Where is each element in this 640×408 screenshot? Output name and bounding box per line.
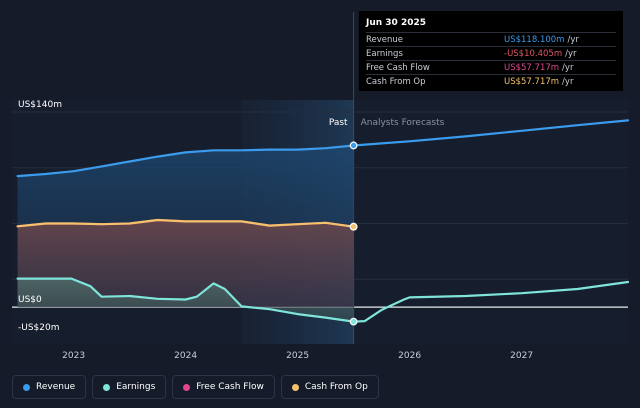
earnings-line xyxy=(16,277,630,323)
x-tick-label: 2026 xyxy=(398,351,421,361)
legend-label: Revenue xyxy=(36,382,76,392)
tooltip: Jun 30 2025 Revenue US$118.100m /yr Earn… xyxy=(359,11,623,91)
tooltip-unit: /yr xyxy=(562,76,574,87)
legend-label: Free Cash Flow xyxy=(196,382,264,392)
x-tick-label: 2027 xyxy=(510,351,533,361)
tooltip-value: US$57.717m xyxy=(504,62,560,73)
legend-label: Earnings xyxy=(116,382,156,392)
tooltip-unit: /yr xyxy=(562,62,574,73)
tooltip-row-cash-from-op: Cash From Op US$57.717m /yr xyxy=(366,74,616,88)
tooltip-label: Free Cash Flow xyxy=(366,62,430,73)
legend-item-cash-from-op[interactable]: Cash From Op xyxy=(280,375,379,399)
tooltip-row-free-cash-flow: Free Cash Flow US$57.717m /yr xyxy=(366,60,616,74)
tooltip-label: Cash From Op xyxy=(366,76,426,87)
cash-from-op-area xyxy=(17,220,354,308)
tooltip-unit: /yr xyxy=(567,34,579,45)
free-cash-flow-dot-icon xyxy=(183,383,191,391)
forecast-label: Analysts Forecasts xyxy=(361,118,445,128)
earnings-marker xyxy=(349,317,358,326)
cash-from-op-marker xyxy=(349,222,358,231)
legend-item-revenue[interactable]: Revenue xyxy=(12,375,87,399)
tooltip-unit: /yr xyxy=(565,48,577,59)
tooltip-value: US$118.100m xyxy=(504,34,565,45)
y-tick-label: -US$20m xyxy=(18,323,60,333)
tooltip-label: Earnings xyxy=(366,48,403,59)
legend-item-earnings[interactable]: Earnings xyxy=(92,375,167,399)
x-tick-label: 2024 xyxy=(174,351,197,361)
cash-from-op-dot-icon xyxy=(291,383,299,391)
legend-item-free-cash-flow[interactable]: Free Cash Flow xyxy=(172,375,275,399)
x-tick-label: 2023 xyxy=(62,351,85,361)
x-tick-label: 2025 xyxy=(286,351,309,361)
tooltip-value: -US$10.405m xyxy=(504,48,563,59)
y-tick-label: US$140m xyxy=(18,100,62,110)
legend: Revenue Earnings Free Cash Flow Cash Fro… xyxy=(12,375,379,399)
tooltip-row-revenue: Revenue US$118.100m /yr xyxy=(366,32,616,46)
cash-from-op-line xyxy=(16,218,355,228)
y-tick-label: US$0 xyxy=(18,295,42,305)
revenue-line xyxy=(16,119,630,178)
earnings-dot-icon xyxy=(103,383,111,391)
tooltip-row-earnings: Earnings -US$10.405m /yr xyxy=(366,46,616,60)
revenue-marker xyxy=(349,141,358,150)
revenue-dot-icon xyxy=(23,383,30,391)
tooltip-date: Jun 30 2025 xyxy=(366,18,427,28)
tooltip-value: US$57.717m xyxy=(504,76,560,87)
legend-label: Cash From Op xyxy=(304,382,368,392)
tooltip-label: Revenue xyxy=(366,34,404,45)
past-label: Past xyxy=(329,118,348,128)
